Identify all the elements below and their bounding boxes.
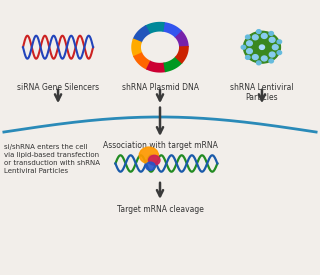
Circle shape <box>244 31 280 63</box>
Circle shape <box>277 40 282 44</box>
Circle shape <box>269 52 275 57</box>
Circle shape <box>261 34 267 38</box>
Circle shape <box>146 162 155 170</box>
Circle shape <box>148 155 160 165</box>
Text: Association with target mRNA: Association with target mRNA <box>103 141 217 150</box>
Circle shape <box>245 56 250 59</box>
Circle shape <box>257 30 261 34</box>
Text: shRNA Lentiviral
Particles: shRNA Lentiviral Particles <box>230 83 294 102</box>
Circle shape <box>272 45 278 50</box>
Circle shape <box>260 45 265 50</box>
Text: siRNA Gene Silencers: siRNA Gene Silencers <box>17 83 99 92</box>
Circle shape <box>252 55 258 60</box>
Circle shape <box>139 147 158 164</box>
Circle shape <box>261 56 267 61</box>
Circle shape <box>247 41 252 46</box>
Text: si/shRNA enters the cell
via lipid-based transfection
or transduction with shRNA: si/shRNA enters the cell via lipid-based… <box>4 144 100 174</box>
Text: Target mRNA cleavage: Target mRNA cleavage <box>116 205 204 213</box>
Circle shape <box>269 32 273 35</box>
Circle shape <box>269 59 274 63</box>
Circle shape <box>277 51 282 54</box>
Circle shape <box>241 45 246 49</box>
Circle shape <box>252 35 258 40</box>
Circle shape <box>257 61 261 65</box>
Circle shape <box>269 37 275 42</box>
Circle shape <box>247 49 252 54</box>
Circle shape <box>245 35 250 39</box>
Text: shRNA Plasmid DNA: shRNA Plasmid DNA <box>122 83 198 92</box>
